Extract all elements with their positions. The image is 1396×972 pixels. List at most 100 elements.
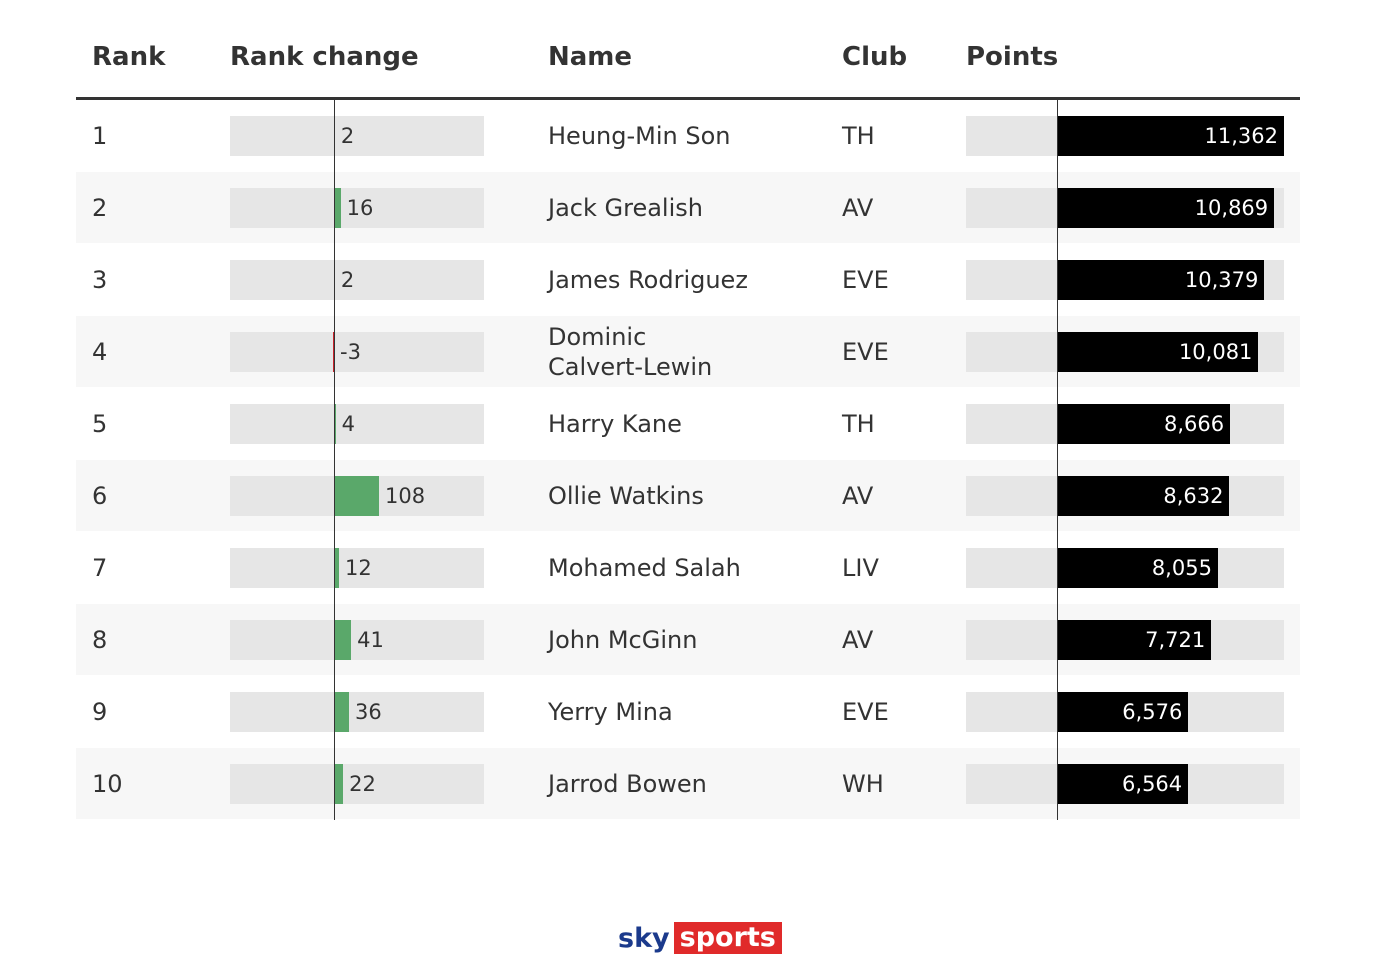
table-row: 7 12 Mohamed Salah LIV 8,055 — [76, 532, 1300, 604]
player-name: John McGinn — [548, 625, 698, 654]
rank-change-track — [230, 691, 484, 732]
player-name: James Rodriguez — [548, 265, 748, 294]
rank: 10 — [92, 769, 123, 798]
rank: 3 — [92, 265, 108, 294]
rank-change-track — [230, 259, 484, 300]
player-name: Dominic Calvert-Lewin — [548, 322, 713, 381]
points-bar — [1057, 187, 1275, 228]
rank-change-label: 22 — [349, 771, 376, 796]
table-body: 1 2 Heung-Min Son TH 11,362 2 16 Jack Grealish A… — [76, 100, 1300, 820]
points-label: 8,055 — [1151, 555, 1212, 580]
rank: 5 — [92, 409, 108, 438]
points-bar — [1057, 475, 1230, 516]
points-bar — [1057, 763, 1189, 804]
points-label: 10,869 — [1194, 195, 1269, 220]
rank: 4 — [92, 337, 108, 366]
points-bar — [1057, 547, 1218, 588]
club: TH — [842, 409, 875, 438]
header-row: Rank Rank change Name Club Points — [76, 0, 1300, 100]
player-name: Yerry Mina — [548, 697, 673, 726]
column-header: Club — [842, 42, 908, 72]
rank-change-bar — [334, 187, 341, 228]
player-name: Heung-Min Son — [548, 121, 731, 150]
points-label: 6,564 — [1122, 771, 1183, 796]
rank-change-label: 4 — [341, 411, 356, 436]
rank: 6 — [92, 481, 108, 510]
player-name: Harry Kane — [548, 409, 682, 438]
table-row: 10 22 Jarrod Bowen WH 6,564 — [76, 748, 1300, 820]
rank-change-label: 41 — [357, 627, 384, 652]
rank-change-track — [230, 115, 484, 156]
points-label: 10,379 — [1184, 267, 1259, 292]
table-row: 9 36 Yerry Mina EVE 6,576 — [76, 676, 1300, 748]
rank-change-bar — [334, 475, 379, 516]
rank-change-label: 108 — [385, 483, 426, 508]
table-row: 6 108 Ollie Watkins AV 8,632 — [76, 460, 1300, 532]
column-header: Points — [966, 42, 1059, 72]
column-header: Name — [548, 42, 633, 72]
club: LIV — [842, 553, 879, 582]
points-axis — [1057, 100, 1058, 820]
rank-change-track — [230, 403, 484, 444]
points-bar — [1057, 259, 1265, 300]
column-header: Rank change — [230, 42, 419, 72]
rank-change-label: 12 — [345, 555, 372, 580]
points-bar — [1057, 403, 1231, 444]
rank-change-label: 2 — [340, 123, 355, 148]
rank-change-axis — [334, 100, 335, 820]
table: Rank Rank change Name Club Points 1 2 Heung-Mi… — [76, 0, 1300, 820]
rank: 7 — [92, 553, 108, 582]
club: WH — [842, 769, 884, 798]
rank-change-bar — [334, 763, 344, 804]
column-header: Rank — [92, 42, 166, 72]
player-name: Ollie Watkins — [548, 481, 704, 510]
club: TH — [842, 121, 875, 150]
rank: 1 — [92, 121, 108, 150]
rank-change-bar — [332, 331, 334, 372]
points-bar — [1057, 331, 1259, 372]
player-name: Jack Grealish — [548, 193, 703, 222]
rank-change-label: -3 — [340, 339, 361, 364]
rank-change-track — [230, 547, 484, 588]
club: AV — [842, 481, 874, 510]
points-bar — [1057, 115, 1284, 156]
table-row: 1 2 Heung-Min Son TH 11,362 — [76, 100, 1300, 172]
rank-change-bar — [334, 691, 349, 732]
logo-sky: sky — [618, 922, 670, 954]
rank-change-bar — [334, 619, 352, 660]
club: EVE — [842, 337, 889, 366]
points-label: 6,576 — [1122, 699, 1183, 724]
points-label: 11,362 — [1204, 123, 1278, 148]
table-row: 3 2 James Rodriguez EVE 10,379 — [76, 244, 1300, 316]
rank: 9 — [92, 697, 108, 726]
club: AV — [842, 193, 874, 222]
rank: 2 — [92, 193, 108, 222]
player-name: Mohamed Salah — [548, 553, 741, 582]
player-name: Jarrod Bowen — [548, 769, 707, 798]
points-bar — [1057, 691, 1189, 732]
rank-change-label: 16 — [346, 195, 374, 220]
logo: sky sports — [618, 922, 782, 954]
table-row: 2 16 Jack Grealish AV 10,869 — [76, 172, 1300, 244]
points-label: 7,721 — [1145, 627, 1206, 652]
rank-change-track — [230, 619, 484, 660]
table-row: 4 -3 Dominic Calvert-Lewin EVE 10,081 — [76, 316, 1300, 388]
points-bar — [1057, 619, 1212, 660]
table-row: 8 41 John McGinn AV 7,721 — [76, 604, 1300, 676]
club: EVE — [842, 265, 889, 294]
club: AV — [842, 625, 874, 654]
rank-change-track — [230, 331, 484, 372]
rank-change-track — [230, 187, 484, 228]
club: EVE — [842, 697, 889, 726]
rank-change-label: 2 — [340, 267, 355, 292]
rank-change-label: 36 — [355, 699, 382, 724]
rank: 8 — [92, 625, 108, 654]
points-label: 8,666 — [1164, 411, 1225, 436]
points-label: 10,081 — [1178, 339, 1253, 364]
logo-sports: sports — [673, 922, 782, 954]
points-label: 8,632 — [1163, 483, 1224, 508]
table-row: 5 4 Harry Kane TH 8,666 — [76, 388, 1300, 460]
rank-change-bar — [334, 547, 339, 588]
rank-change-track — [230, 763, 484, 804]
